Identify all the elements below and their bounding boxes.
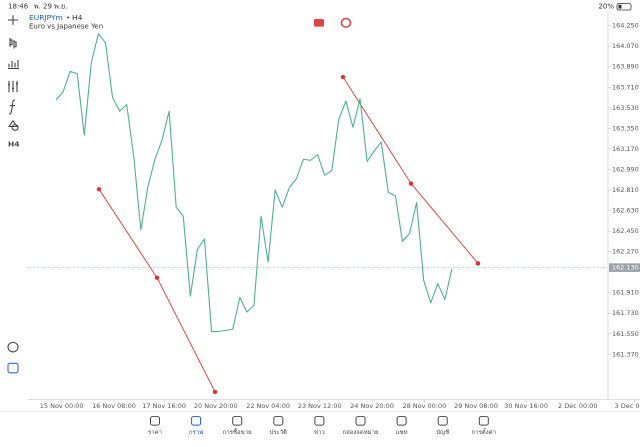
y-tick-label: 162.990 — [612, 167, 639, 174]
trendline-point — [475, 261, 481, 266]
nav-icon — [150, 416, 160, 426]
app-tool[interactable] — [7, 362, 19, 374]
y-tick-label: 164.070 — [612, 43, 639, 50]
battery-level — [618, 4, 622, 9]
nav-icon — [314, 416, 325, 426]
symbol-name[interactable]: EURJPYm — [29, 13, 63, 22]
status-battery: 20% — [598, 3, 614, 11]
nav-item[interactable]: การซื้อขาย — [223, 416, 252, 437]
x-tick-label: 28 Nov 00:00 — [402, 403, 446, 410]
nav-item[interactable]: กราฟ — [189, 416, 203, 437]
status-date: พ. 29 พ.ย. — [34, 3, 67, 11]
battery-icon — [616, 2, 632, 11]
x-tick-label: 30 Nov 16:00 — [504, 403, 548, 410]
nav-item[interactable]: การตั้งค่า — [472, 416, 496, 437]
x-tick-label: 2 Dec 00:00 — [558, 403, 597, 410]
nav-label: ราคา — [148, 429, 162, 436]
nav-label: การตั้งค่า — [472, 427, 496, 436]
trendline-point — [212, 389, 218, 394]
trade-button[interactable] — [314, 19, 324, 27]
search-tool[interactable] — [7, 341, 19, 353]
nav-icon — [273, 416, 284, 426]
y-tick-label: 162.270 — [612, 249, 639, 256]
nav-label: บัญชี — [436, 428, 449, 436]
status-time: 18:46 — [8, 3, 28, 11]
y-tick-label: 161.550 — [612, 331, 639, 338]
nav-item[interactable]: ราคา — [148, 416, 162, 437]
x-tick-label: 23 Nov 12:00 — [298, 403, 342, 410]
y-tick-label: 163.890 — [612, 64, 639, 71]
settings-tool[interactable] — [8, 80, 18, 93]
x-tick-label: 29 Nov 08:00 — [454, 403, 498, 410]
nav-icon — [478, 416, 489, 426]
symbol-timeframe: H4 — [72, 13, 83, 22]
x-tick-label: 24 Nov 20:00 — [350, 403, 394, 410]
nav-icon — [232, 416, 243, 426]
y-tick-label: 162.810 — [612, 187, 639, 194]
trendline-point — [408, 181, 414, 186]
nav-label: กล่องจดหมาย — [343, 429, 379, 436]
x-tick-label: 16 Nov 08:00 — [92, 403, 136, 410]
nav-item[interactable]: บัญชี — [436, 416, 449, 437]
crosshair-tool[interactable] — [8, 15, 18, 25]
y-tick-label: 161.910 — [612, 290, 639, 297]
nav-item[interactable]: กล่องจดหมาย — [343, 416, 379, 437]
nav-label: การซื้อขาย — [223, 427, 252, 436]
volume-tool[interactable] — [8, 59, 19, 69]
objects-tool[interactable] — [7, 119, 19, 131]
symbol-description: Euro vs Japanese Yen — [29, 23, 103, 31]
y-tick-label: 164.250 — [612, 23, 639, 30]
timeframe-tool[interactable]: H4 — [8, 140, 19, 149]
y-tick-label: 163.350 — [612, 125, 639, 132]
nav-icon — [191, 416, 202, 426]
nav-icon — [355, 416, 366, 426]
y-tick-label: 161.730 — [612, 310, 639, 317]
trendlines — [96, 74, 481, 394]
trendline-point — [96, 187, 102, 192]
current-price-label: 162.130 — [612, 265, 639, 272]
nav-icon — [437, 416, 448, 426]
indicators-tool[interactable] — [8, 99, 16, 115]
chart-type-tool[interactable] — [9, 38, 17, 49]
x-tick-label: 17 Nov 16:00 — [142, 403, 186, 410]
nav-label: ข่าว — [314, 429, 325, 436]
current-price-box — [609, 263, 640, 272]
nav-item[interactable]: ข่าว — [314, 416, 325, 437]
indicator-button[interactable] — [340, 17, 352, 28]
y-tick-label: 162.630 — [612, 208, 639, 215]
nav-label: แชท — [396, 429, 408, 436]
nav-item[interactable]: แชท — [396, 416, 408, 437]
nav-label: ประวัติ — [270, 428, 288, 436]
y-tick-label: 163.530 — [612, 105, 639, 112]
x-tick-label: 15 Nov 00:00 — [40, 403, 84, 410]
x-tick-label: 20 Nov 20:00 — [194, 403, 238, 410]
nav-item[interactable]: ประวัติ — [270, 416, 288, 437]
nav-icon — [396, 416, 407, 426]
y-tick-label: 161.370 — [612, 351, 639, 358]
nav-label: กราฟ — [189, 429, 203, 436]
y-tick-label: 163.170 — [612, 146, 639, 153]
trendline — [342, 76, 479, 264]
y-tick-label: 163.710 — [612, 84, 639, 91]
x-tick-label: 3 Dec 08:00 — [615, 403, 640, 410]
trendline-point — [154, 275, 160, 280]
y-tick-label: 162.450 — [612, 228, 639, 235]
left-toolbar — [7, 15, 19, 374]
trendline — [98, 189, 216, 393]
symbol-separator: • — [66, 13, 70, 22]
x-tick-label: 22 Nov 04:00 — [246, 403, 290, 410]
price-line — [55, 33, 453, 333]
trendline-point — [340, 74, 346, 80]
